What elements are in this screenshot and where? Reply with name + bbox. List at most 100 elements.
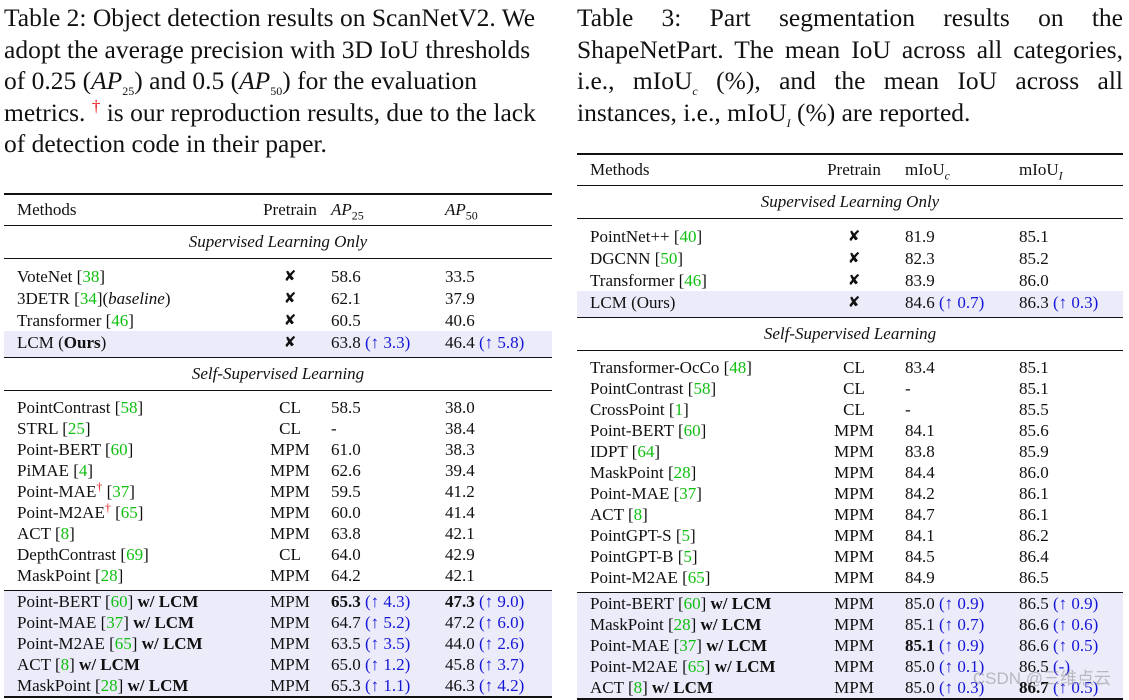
col-pretrain: Pretrain: [803, 153, 905, 186]
table-row: Point-M2AE [65] MPM 84.9 86.5: [577, 567, 1123, 593]
citation: 65: [687, 568, 705, 587]
improvement: (↑ 9.0): [479, 592, 525, 611]
citation: 28: [673, 463, 691, 482]
value-cell: 60.0: [331, 503, 361, 522]
citation: 5: [681, 526, 691, 545]
dagger-mark: †: [104, 500, 111, 515]
value-cell: 47.3 (↑ 9.0): [445, 590, 552, 612]
table-row: Transformer [46] ✘ 83.9 86.0: [577, 269, 1123, 291]
pretrain-cell: MPM: [803, 567, 905, 593]
improvement: (↑ 0.1): [939, 657, 985, 676]
pretrain-cell: CL: [843, 379, 865, 398]
value-cell: 85.0 (↑ 0.9): [905, 592, 1019, 614]
table-row: 3DETR [34](baseline) ✘ 62.1 37.9: [4, 287, 552, 309]
method-name: Point-MAE† [37]: [17, 479, 135, 501]
method-name: DGCNN [50]: [590, 248, 684, 268]
method-name: Point-M2AE† [65]: [17, 500, 144, 522]
pretrain-cell: MPM: [834, 463, 874, 482]
citation: 8: [633, 505, 643, 524]
value-cell: 39.4: [445, 461, 475, 480]
pretrain-cell: CL: [843, 400, 865, 419]
citation: 46: [684, 270, 702, 290]
value-cell: 86.1: [1019, 505, 1049, 524]
improvement: (↑ 0.9): [1053, 594, 1099, 613]
pretrain-cell: MPM: [803, 614, 905, 635]
citation: 60: [110, 592, 128, 611]
improvement: (↑ 3.7): [479, 655, 525, 674]
pretrain-cell: MPM: [803, 677, 905, 700]
table-row: IDPT [64] MPM 83.8 85.9: [577, 441, 1123, 462]
pretrain-cell: MPM: [834, 421, 874, 440]
value-cell: 86.5 (↑ 0.9): [1019, 592, 1123, 614]
citation: 60: [683, 421, 701, 440]
value-cell: 44.0 (↑ 2.6): [445, 633, 552, 654]
citation: 28: [100, 676, 118, 695]
pretrain-cell: MPM: [249, 675, 331, 698]
improvement: (↑ 2.6): [479, 634, 525, 653]
citation: 60: [110, 440, 128, 459]
table2: Methods Pretrain AP25 AP50 Supervised Le…: [4, 193, 552, 698]
table2-block: Table 2: Object detection results on Sca…: [4, 0, 552, 698]
value-cell: -: [905, 379, 911, 398]
improvement: (↑ 0.5): [1053, 678, 1099, 697]
table-row: PointGPT-B [5] MPM 84.5 86.4: [577, 546, 1123, 567]
citation: 37: [679, 484, 697, 503]
pretrain-cell: MPM: [834, 484, 874, 503]
section-header: Self-Supervised Learning: [577, 317, 1123, 351]
table-row: ACT [8] MPM 84.7 86.1: [577, 504, 1123, 525]
pretrain-cell: CL: [279, 545, 301, 564]
improvement: (↑ 1.1): [365, 676, 411, 695]
method-name: LCM (Ours): [577, 291, 803, 318]
citation: 60: [683, 594, 701, 613]
improvement: (↑ 0.9): [939, 594, 985, 613]
pretrain-cell: ✘: [847, 271, 861, 289]
value-cell: 84.2: [905, 484, 935, 503]
value-cell: 86.2: [1019, 526, 1049, 545]
value-cell: 64.0: [331, 545, 361, 564]
table-row: ACT [8] w/ LCM MPM 85.0 (↑ 0.3) 86.7 (↑ 0.5…: [577, 677, 1123, 700]
pretrain-cell: CL: [843, 358, 865, 377]
pretrain-cell: MPM: [249, 590, 331, 612]
citation: 58: [693, 379, 711, 398]
pretrain-cell: MPM: [803, 656, 905, 677]
value-cell: 42.1: [445, 565, 552, 591]
value-cell: 86.4: [1019, 547, 1049, 566]
table-row: Point-BERT [60] w/ LCM MPM 65.3 (↑ 4.3) 47.…: [4, 590, 552, 612]
value-cell: 46.4 (↑ 5.8): [445, 331, 552, 358]
method-name: Transformer-OcCo [48]: [590, 358, 752, 377]
value-cell: 85.6: [1019, 421, 1049, 440]
method-name: Point-MAE [37]: [590, 484, 702, 503]
improvement: (↑ 5.8): [479, 332, 525, 352]
method-name: MaskPoint [28] w/ LCM: [4, 675, 249, 698]
pretrain-cell: ✘: [283, 289, 297, 307]
citation: 65: [120, 503, 138, 522]
value-cell: 62.6: [331, 461, 361, 480]
table-row: VoteNet [38] ✘ 58.6 33.5: [4, 259, 552, 288]
value-cell: 85.1 (↑ 0.7): [905, 614, 1019, 635]
table-row: PointContrast [58] CL - 85.1: [577, 378, 1123, 399]
value-cell: 83.4: [905, 358, 935, 377]
citation: 48: [729, 358, 747, 377]
improvement: (↑ 4.2): [479, 676, 525, 695]
value-cell: 42.1: [445, 524, 475, 543]
method-name: ACT [8]: [590, 505, 648, 524]
table-row: MaskPoint [28] w/ LCM MPM 65.3 (↑ 1.1) 46.3…: [4, 675, 552, 698]
value-cell: 64.7 (↑ 5.2): [331, 612, 445, 633]
method-name: MaskPoint [28] w/ LCM: [577, 614, 803, 635]
table-row: DGCNN [50] ✘ 82.3 85.2: [577, 247, 1123, 269]
improvement: (↑ 0.5): [1053, 636, 1099, 655]
table-row: Point-BERT [60] MPM 84.1 85.6: [577, 420, 1123, 441]
method-name: IDPT [64]: [590, 442, 661, 461]
method-name: Point-M2AE [65]: [577, 567, 803, 593]
citation: 50: [660, 248, 678, 268]
value-cell: 61.0: [331, 440, 361, 459]
improvement: (↑ 0.7): [939, 292, 985, 312]
pretrain-cell: MPM: [270, 482, 310, 501]
method-name: Point-MAE [37] w/ LCM: [577, 635, 803, 656]
method-name: Point-MAE [37] w/ LCM: [4, 612, 249, 633]
table-row: CrossPoint [1] CL - 85.5: [577, 399, 1123, 420]
value-cell: 86.6 (↑ 0.6): [1019, 614, 1123, 635]
method-name: ACT [8] w/ LCM: [4, 654, 249, 675]
table-row: Point-MAE [37] MPM 84.2 86.1: [577, 483, 1123, 504]
improvement: (↑ 1.2): [365, 655, 411, 674]
